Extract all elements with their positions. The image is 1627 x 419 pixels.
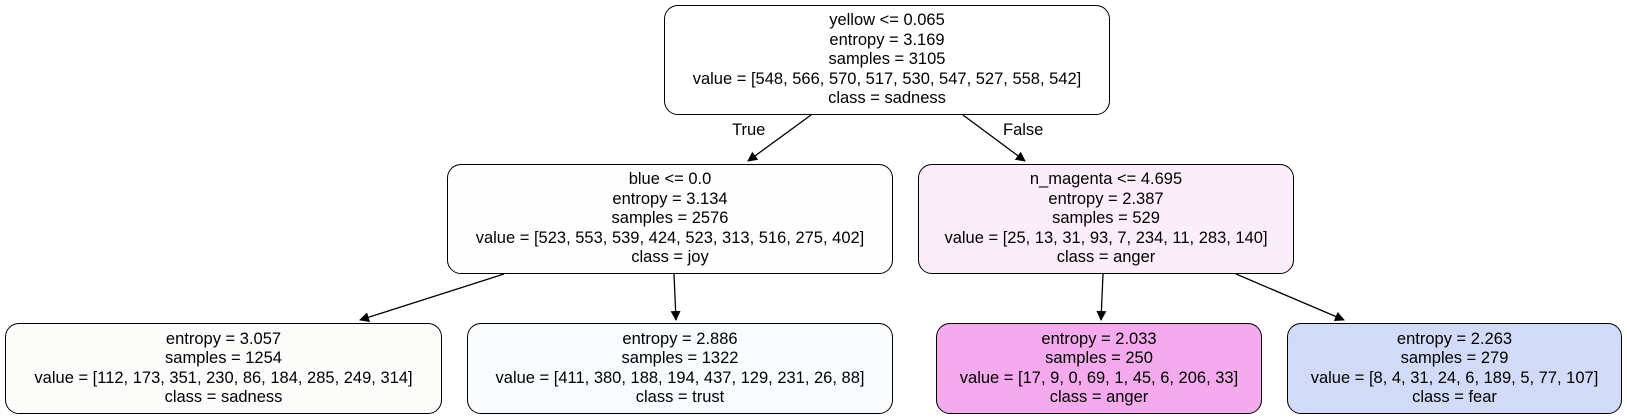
node-samples: samples = 1254 bbox=[165, 349, 282, 367]
node-class: class = anger bbox=[1049, 388, 1149, 406]
tree-node-root: yellow <= 0.065 entropy = 3.169 samples … bbox=[664, 5, 1110, 115]
edge-left-to-leftright bbox=[670, 273, 681, 321]
node-value: value = [17, 9, 0, 69, 1, 45, 6, 206, 33… bbox=[959, 368, 1239, 387]
tree-leaf-left-left: entropy = 3.057 samples = 1254 value = [… bbox=[5, 323, 442, 414]
node-value: value = [8, 4, 31, 24, 6, 189, 5, 77, 10… bbox=[1310, 368, 1599, 387]
node-class: class = anger bbox=[1056, 248, 1156, 267]
node-entropy: entropy = 3.169 bbox=[829, 30, 945, 49]
node-class: class = joy bbox=[631, 248, 709, 267]
tree-node-left: blue <= 0.0 entropy = 3.134 samples = 25… bbox=[447, 164, 893, 274]
node-entropy: entropy = 3.134 bbox=[612, 189, 728, 208]
node-samples: samples = 529 bbox=[1052, 209, 1160, 228]
tree-leaf-right-right: entropy = 2.263 samples = 279 value = [8… bbox=[1287, 323, 1622, 414]
node-samples: samples = 250 bbox=[1045, 349, 1153, 367]
node-class: class = trust bbox=[635, 388, 725, 406]
node-split-rule: blue <= 0.0 bbox=[628, 170, 712, 189]
edge-right-to-rightright bbox=[1235, 273, 1345, 322]
node-entropy: entropy = 2.033 bbox=[1041, 329, 1157, 348]
edge-label-false: False bbox=[1003, 121, 1044, 139]
node-split-rule: n_magenta <= 4.695 bbox=[1029, 170, 1183, 189]
node-split-rule: yellow <= 0.065 bbox=[829, 11, 945, 30]
edge-right-to-rightleft bbox=[1096, 273, 1107, 321]
node-value: value = [112, 173, 351, 230, 86, 184, 28… bbox=[34, 368, 413, 387]
edge-root-to-left bbox=[747, 114, 812, 162]
node-value: value = [25, 13, 31, 93, 7, 234, 11, 283… bbox=[944, 228, 1268, 247]
node-entropy: entropy = 2.263 bbox=[1396, 329, 1513, 348]
node-class: class = fear bbox=[1412, 388, 1497, 406]
node-samples: samples = 2576 bbox=[611, 209, 729, 228]
node-value: value = [523, 553, 539, 424, 523, 313, 5… bbox=[475, 228, 865, 247]
edge-label-true: True bbox=[732, 121, 766, 139]
edge-left-to-leftleft bbox=[359, 273, 505, 323]
node-samples: samples = 279 bbox=[1400, 349, 1509, 367]
node-entropy: entropy = 3.057 bbox=[165, 329, 282, 348]
node-samples: samples = 1322 bbox=[621, 349, 739, 367]
node-class: class = sadness bbox=[164, 388, 283, 406]
tree-node-right: n_magenta <= 4.695 entropy = 2.387 sampl… bbox=[918, 164, 1294, 274]
tree-leaf-left-right: entropy = 2.886 samples = 1322 value = [… bbox=[467, 323, 893, 414]
node-class: class = sadness bbox=[828, 89, 946, 108]
node-entropy: entropy = 2.886 bbox=[622, 329, 738, 348]
edge-root-to-right bbox=[962, 114, 1026, 162]
node-value: value = [548, 566, 570, 517, 530, 547, 5… bbox=[692, 69, 1082, 88]
node-entropy: entropy = 2.387 bbox=[1048, 189, 1164, 208]
node-samples: samples = 3105 bbox=[828, 50, 946, 69]
tree-leaf-right-left: entropy = 2.033 samples = 250 value = [1… bbox=[936, 323, 1262, 414]
node-value: value = [411, 380, 188, 194, 437, 129, 2… bbox=[495, 368, 865, 387]
